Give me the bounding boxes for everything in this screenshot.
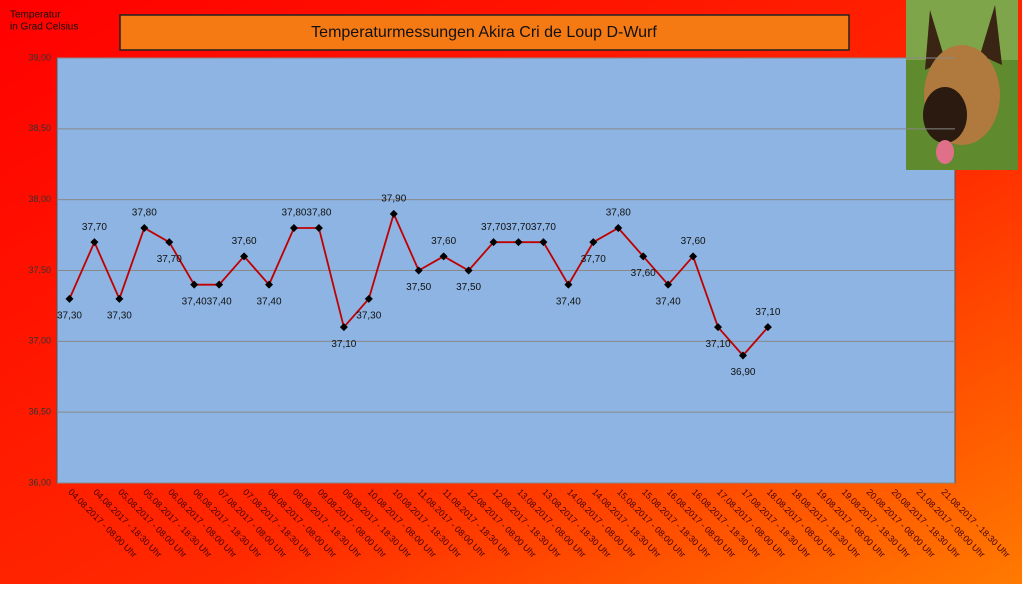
- data-point: [614, 224, 623, 232]
- data-label: 37,70: [82, 222, 107, 233]
- data-label: 37,70: [506, 222, 531, 233]
- data-label: 37,60: [431, 236, 456, 247]
- y-tick-label: 37,00: [28, 336, 51, 346]
- data-point: [514, 238, 523, 247]
- data-point: [115, 294, 124, 303]
- data-label: 37,80: [132, 208, 157, 219]
- data-point: [689, 252, 698, 261]
- data-point: [90, 238, 99, 247]
- data-point: [190, 280, 199, 289]
- data-label: 37,40: [656, 296, 681, 307]
- data-label: 37,40: [257, 296, 282, 307]
- data-label: 37,60: [232, 236, 257, 247]
- data-label: 37,30: [107, 310, 132, 321]
- data-point: [664, 280, 673, 289]
- data-point: [738, 351, 747, 360]
- y-axis-title: in Grad Celsius: [10, 22, 78, 33]
- data-label: 37,60: [681, 236, 706, 247]
- data-label: 37,40: [556, 296, 581, 307]
- data-label: 37,90: [381, 193, 406, 204]
- data-label: 37,50: [406, 282, 431, 293]
- data-label: 36,90: [730, 367, 755, 378]
- data-point: [140, 224, 149, 232]
- data-point: [714, 323, 723, 332]
- data-point: [339, 323, 348, 332]
- data-label: 37,70: [581, 254, 606, 265]
- data-point: [289, 224, 298, 232]
- data-label: 37,50: [456, 282, 481, 293]
- data-label: 37,30: [57, 310, 82, 321]
- data-point: [65, 294, 74, 303]
- data-label: 37,10: [331, 339, 356, 350]
- data-point: [639, 252, 648, 261]
- y-tick-label: 36,50: [28, 407, 51, 417]
- data-label: 37,30: [356, 310, 381, 321]
- y-tick-label: 37,50: [28, 265, 51, 275]
- data-point: [539, 238, 548, 247]
- data-label: 37,80: [306, 208, 331, 219]
- data-point: [165, 238, 174, 247]
- data-point: [489, 238, 498, 247]
- data-point: [564, 280, 573, 289]
- y-tick-label: 39,00: [28, 52, 51, 62]
- chart-title: Temperaturmessungen Akira Cri de Loup D-…: [311, 24, 657, 41]
- data-point: [265, 280, 274, 289]
- data-label: 37,80: [606, 208, 631, 219]
- data-label: 37,70: [157, 254, 182, 265]
- data-label: 37,70: [481, 222, 506, 233]
- data-point: [464, 266, 473, 275]
- data-label: 37,40: [182, 296, 207, 307]
- title-box: [119, 14, 850, 51]
- dog-photo: [906, 0, 1018, 170]
- y-axis-title: Temperatur: [10, 10, 61, 21]
- data-point: [364, 294, 373, 303]
- data-label: 37,10: [755, 307, 780, 318]
- data-label: 37,60: [631, 268, 656, 279]
- data-point: [763, 323, 772, 332]
- data-point: [589, 238, 598, 247]
- data-point: [314, 224, 323, 232]
- data-point: [439, 252, 448, 261]
- data-point: [389, 209, 398, 218]
- y-tick-label: 36,00: [28, 477, 51, 487]
- data-label: 37,40: [207, 296, 232, 307]
- data-point: [215, 280, 224, 289]
- data-label: 37,80: [281, 208, 306, 219]
- data-label: 37,10: [706, 339, 731, 350]
- data-label: 37,70: [531, 222, 556, 233]
- y-tick-label: 38,00: [28, 194, 51, 204]
- data-point: [240, 252, 249, 261]
- data-point: [414, 266, 423, 275]
- y-tick-label: 38,50: [28, 123, 51, 133]
